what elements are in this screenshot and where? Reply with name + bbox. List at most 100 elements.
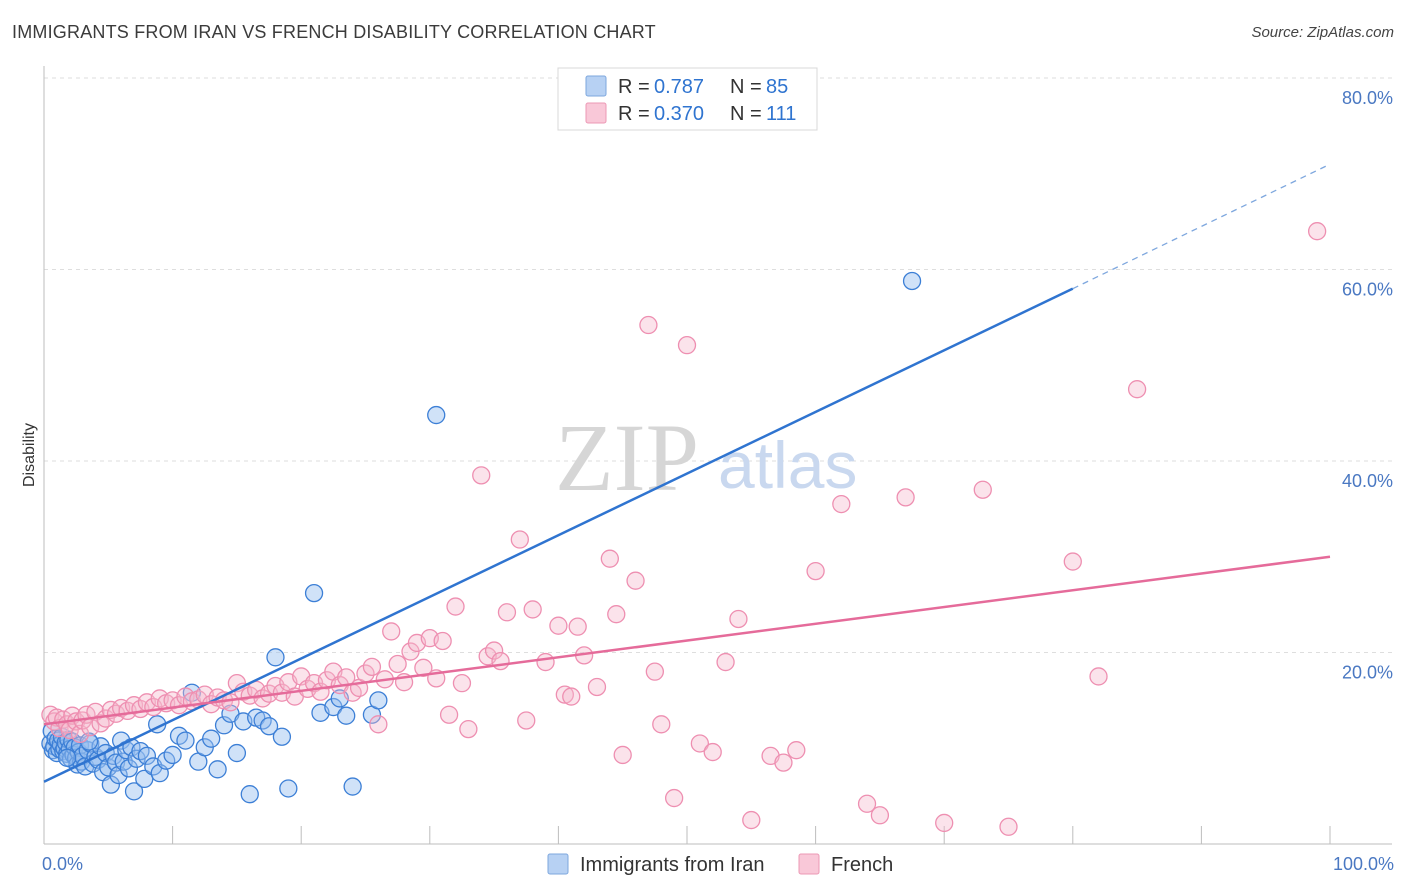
french-point-106 (832, 494, 851, 514)
y-axis-title: Disability (21, 423, 38, 487)
series-legend: Immigrants from Iran French (547, 853, 893, 876)
iran-point-36 (101, 775, 121, 794)
iran-point-39 (109, 765, 128, 785)
legend-n-label-iran: N = (730, 76, 762, 98)
french-point-71 (452, 673, 472, 693)
french-point-103 (774, 753, 793, 772)
french-point-116 (1307, 222, 1327, 241)
french-point-110 (935, 813, 954, 833)
french-point-70 (446, 597, 465, 616)
french-point-69 (439, 705, 459, 724)
bottom-legend-swatch-iran (547, 853, 569, 875)
y-tick-label-60: 60.0% (1342, 280, 1393, 300)
watermark: ZIP atlas (555, 404, 857, 511)
legend-swatch-french (585, 102, 607, 124)
french-point-93 (645, 662, 664, 681)
iran-point-78 (343, 777, 362, 796)
french-point-85 (568, 617, 587, 636)
french-point-75 (484, 641, 504, 660)
iran-point-61 (208, 760, 227, 779)
iran-point-66 (240, 785, 259, 804)
french-point-107 (857, 794, 877, 813)
french-point-99 (716, 652, 735, 672)
iran-trend-extension (1072, 163, 1331, 290)
trend-lines (43, 163, 1331, 783)
x-tick-label-min: 0.0% (42, 854, 83, 874)
french-point-98 (703, 742, 722, 762)
bottom-legend-label-iran: Immigrants from Iran (580, 854, 764, 876)
french-point-58 (369, 715, 388, 734)
iran-point-81 (427, 405, 446, 425)
bottom-legend-label-french: French (831, 854, 893, 876)
iran-point-83 (57, 748, 77, 767)
french-point-100 (729, 609, 748, 629)
french-point-104 (787, 741, 806, 760)
french-point-108 (870, 806, 890, 825)
iran-point-54 (163, 745, 182, 765)
french-trend-line (43, 555, 1331, 726)
series-iran-points (41, 271, 922, 804)
iran-point-60 (202, 729, 221, 748)
grid-lines (44, 77, 1392, 653)
french-point-109 (896, 488, 915, 507)
french-point-87 (587, 677, 607, 697)
french-point-97 (690, 734, 710, 753)
french-point-88 (600, 549, 619, 568)
french-point-79 (517, 711, 536, 730)
iran-point-82 (902, 271, 922, 291)
iran-point-70 (266, 648, 285, 667)
legend-r-value-french: 0.370 (654, 103, 704, 125)
french-point-91 (626, 571, 645, 590)
bottom-legend-swatch-french (798, 853, 820, 875)
french-point-76 (491, 651, 510, 671)
french-point-101 (742, 810, 761, 830)
iran-point-56 (176, 731, 195, 750)
french-point-89 (607, 605, 626, 624)
x-tick-label-max-right: 100.0% (1333, 854, 1394, 874)
iran-point-45 (124, 782, 144, 801)
french-point-111 (973, 480, 992, 499)
french-point-68 (433, 631, 452, 651)
legend-n-value-iran: 85 (766, 76, 788, 98)
french-point-60 (382, 622, 401, 641)
french-point-112 (999, 817, 1018, 836)
iran-point-69 (259, 717, 279, 736)
french-point-57 (362, 657, 382, 677)
legend-r-label-iran: R = (618, 76, 650, 98)
axes (43, 66, 1392, 845)
y-tick-labels: 20.0% 40.0% 60.0% 80.0% (1342, 88, 1393, 683)
french-point-9 (70, 724, 90, 744)
y-tick-label-20: 20.0% (1342, 663, 1393, 683)
source-label: Source: ZipAtlas.com (1251, 24, 1394, 41)
french-point-90 (613, 745, 632, 765)
iran-point-62 (214, 716, 234, 735)
french-point-84 (562, 687, 581, 706)
french-point-94 (652, 715, 671, 734)
french-point-83 (555, 685, 574, 704)
french-point-95 (664, 788, 684, 808)
french-point-113 (1063, 552, 1082, 571)
series-french-points (41, 222, 1327, 836)
y-tick-label-80: 80.0% (1342, 88, 1393, 108)
french-point-92 (639, 315, 658, 335)
french-point-80 (523, 600, 542, 619)
french-point-96 (677, 335, 697, 355)
french-point-65 (414, 658, 433, 677)
iran-point-80 (369, 691, 388, 710)
french-point-61 (388, 654, 407, 674)
iran-point-73 (304, 583, 324, 603)
iran-point-64 (227, 743, 247, 763)
french-point-72 (459, 719, 478, 739)
french-point-81 (536, 652, 555, 672)
french-point-73 (472, 466, 491, 485)
iran-point-72 (279, 779, 298, 798)
iran-trend-line (43, 287, 1074, 783)
french-point-77 (497, 603, 517, 622)
french-point-115 (1127, 380, 1147, 399)
french-point-114 (1089, 667, 1108, 686)
stats-legend: R = 0.787 N = 85 R = 0.370 N = 111 (557, 67, 818, 131)
chart-title: IMMIGRANTS FROM IRAN VS FRENCH DISABILIT… (12, 22, 656, 42)
legend-n-label-french: N = (730, 103, 762, 125)
legend-r-value-iran: 0.787 (654, 76, 704, 98)
